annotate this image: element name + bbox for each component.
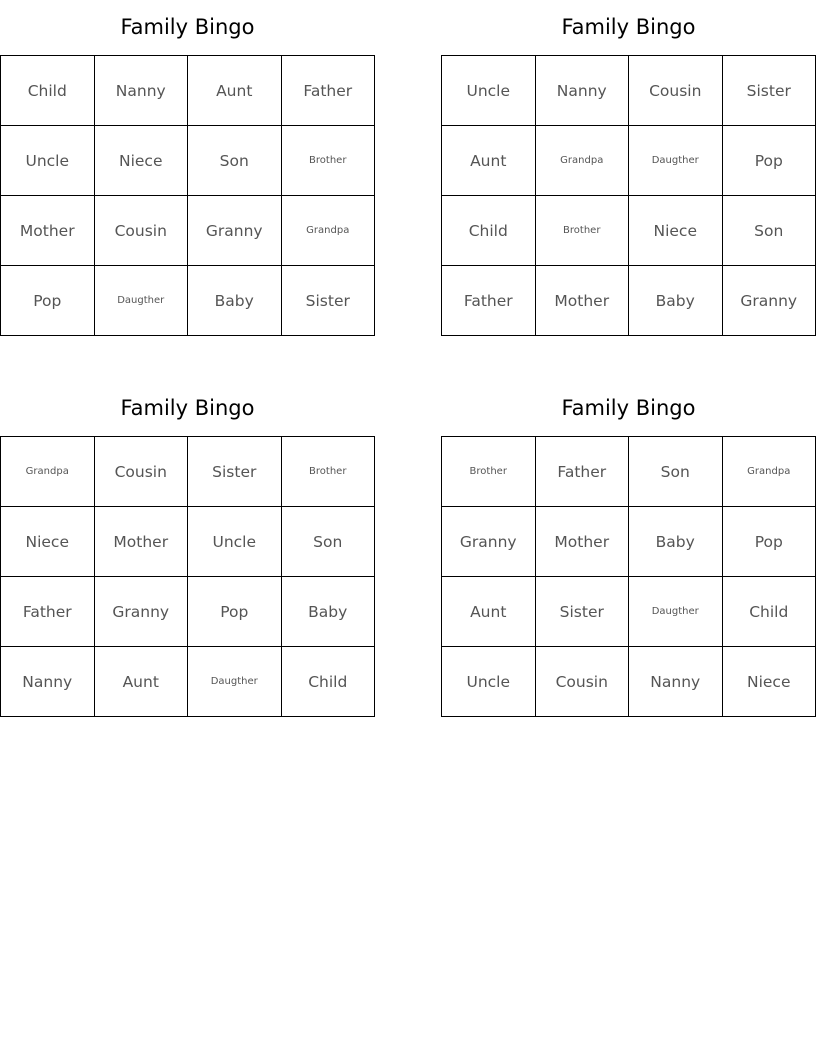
bingo-cell: Daugther — [187, 646, 282, 717]
bingo-cell: Cousin — [534, 646, 629, 717]
bingo-cell: Baby — [628, 506, 723, 577]
grid-row: Uncle Niece Son Brother — [0, 125, 375, 196]
bingo-cell: Son — [280, 506, 375, 577]
bingo-cell: Grandpa — [280, 195, 375, 266]
bingo-grid: Grandpa Cousin Sister Brother Niece Mother Unc… — [0, 436, 375, 717]
bingo-cell: Sister — [534, 576, 629, 647]
bingo-cell: Aunt — [441, 576, 536, 647]
bingo-card: Family Bingo Brother Father Son Grandpa Grann… — [441, 381, 816, 717]
bingo-cell: Granny — [187, 195, 282, 266]
bingo-cell: Son — [721, 195, 816, 266]
grid-row: Child Nanny Aunt Father — [0, 55, 375, 126]
bingo-cell: Brother — [280, 125, 375, 196]
card-title: Family Bingo — [120, 15, 255, 39]
bingo-cell: Mother — [93, 506, 188, 577]
grid-row: Grandpa Cousin Sister Brother — [0, 436, 375, 507]
bingo-cell: Grandpa — [721, 436, 816, 507]
bingo-cell: Pop — [721, 125, 816, 196]
bingo-cell: Uncle — [0, 125, 95, 196]
bingo-cell: Granny — [93, 576, 188, 647]
bingo-cell: Grandpa — [0, 436, 95, 507]
grid-row: Father Granny Pop Baby — [0, 576, 375, 647]
bingo-cell: Sister — [280, 265, 375, 336]
grid-row: Mother Cousin Granny Grandpa — [0, 195, 375, 266]
bingo-cell: Brother — [534, 195, 629, 266]
bingo-cell: Father — [280, 55, 375, 126]
bingo-cell: Uncle — [187, 506, 282, 577]
bingo-cell: Aunt — [93, 646, 188, 717]
bingo-cell: Sister — [187, 436, 282, 507]
bingo-cell: Pop — [187, 576, 282, 647]
bingo-cell: Child — [280, 646, 375, 717]
bingo-cell: Child — [721, 576, 816, 647]
bingo-cell: Cousin — [93, 436, 188, 507]
bingo-cell: Pop — [721, 506, 816, 577]
bingo-cell: Mother — [534, 265, 629, 336]
grid-row: Granny Mother Baby Pop — [441, 506, 816, 577]
bingo-cell: Brother — [441, 436, 536, 507]
bingo-cell: Granny — [441, 506, 536, 577]
grid-row: Niece Mother Uncle Son — [0, 506, 375, 577]
bingo-cell: Father — [0, 576, 95, 647]
card-title: Family Bingo — [561, 15, 696, 39]
grid-row: Brother Father Son Grandpa — [441, 436, 816, 507]
bingo-grid: Child Nanny Aunt Father Uncle Niece Son Brother… — [0, 55, 375, 336]
bingo-cell: Nanny — [93, 55, 188, 126]
bingo-cell: Grandpa — [534, 125, 629, 196]
bingo-cell: Daugther — [628, 576, 723, 647]
bingo-grid: Uncle Nanny Cousin Sister Aunt Grandpa Daugthe… — [441, 55, 816, 336]
bingo-cell: Niece — [93, 125, 188, 196]
bingo-cell: Granny — [721, 265, 816, 336]
grid-row: Aunt Sister Daugther Child — [441, 576, 816, 647]
bingo-cell: Baby — [628, 265, 723, 336]
bingo-cell: Nanny — [628, 646, 723, 717]
bingo-cell: Child — [441, 195, 536, 266]
bingo-cell: Son — [187, 125, 282, 196]
bingo-cell: Niece — [0, 506, 95, 577]
bingo-cell: Baby — [187, 265, 282, 336]
bingo-grid: Brother Father Son Grandpa Granny Mother Baby P… — [441, 436, 816, 717]
bingo-cell: Daugther — [628, 125, 723, 196]
bingo-cell: Niece — [721, 646, 816, 717]
bingo-cell: Mother — [0, 195, 95, 266]
card-title: Family Bingo — [561, 396, 696, 420]
grid-row: Nanny Aunt Daugther Child — [0, 646, 375, 717]
card-title: Family Bingo — [120, 396, 255, 420]
grid-row: Aunt Grandpa Daugther Pop — [441, 125, 816, 196]
bingo-card: Family Bingo Grandpa Cousin Sister Brother Ni… — [0, 381, 375, 717]
bingo-card: Family Bingo Child Nanny Aunt Father Uncle Nie… — [0, 0, 375, 336]
bingo-cell: Aunt — [441, 125, 536, 196]
grid-row: Uncle Cousin Nanny Niece — [441, 646, 816, 717]
bingo-cell: Cousin — [628, 55, 723, 126]
bingo-cell: Father — [441, 265, 536, 336]
bingo-cell: Niece — [628, 195, 723, 266]
grid-row: Father Mother Baby Granny — [441, 265, 816, 336]
bingo-cell: Brother — [280, 436, 375, 507]
bingo-cell: Nanny — [0, 646, 95, 717]
bingo-cell: Aunt — [187, 55, 282, 126]
bingo-cell: Son — [628, 436, 723, 507]
bingo-card: Family Bingo Uncle Nanny Cousin Sister Aunt Gr… — [441, 0, 816, 336]
bingo-cell: Mother — [534, 506, 629, 577]
grid-row: Pop Daugther Baby Sister — [0, 265, 375, 336]
bingo-cell: Uncle — [441, 55, 536, 126]
bingo-cell: Father — [534, 436, 629, 507]
bingo-cell: Sister — [721, 55, 816, 126]
grid-row: Child Brother Niece Son — [441, 195, 816, 266]
bingo-cell: Daugther — [93, 265, 188, 336]
bingo-cell: Nanny — [534, 55, 629, 126]
bingo-cell: Baby — [280, 576, 375, 647]
bingo-cell: Uncle — [441, 646, 536, 717]
bingo-cell: Cousin — [93, 195, 188, 266]
bingo-cell: Child — [0, 55, 95, 126]
grid-row: Uncle Nanny Cousin Sister — [441, 55, 816, 126]
bingo-cell: Pop — [0, 265, 95, 336]
